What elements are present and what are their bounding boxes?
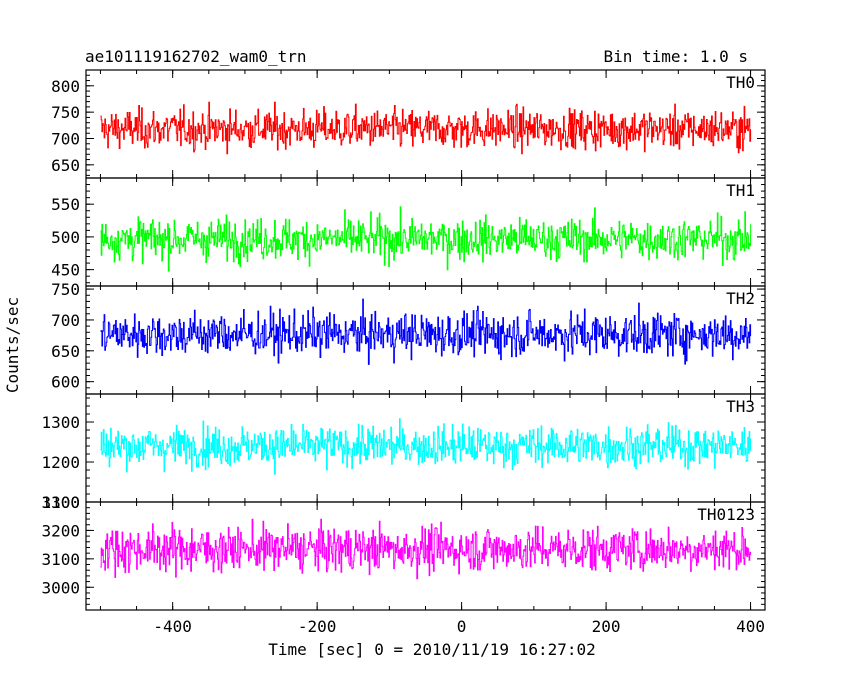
x-tick-label: 0 [457, 617, 467, 636]
y-tick-label: 1300 [41, 413, 80, 432]
x-tick-label: -400 [153, 617, 192, 636]
panel-th0: 650 700 750 800 TH0 [51, 69, 766, 179]
y-tick-label: 750 [51, 280, 80, 299]
panel-frame [85, 285, 766, 395]
series-line-th0123 [100, 518, 752, 580]
panel-label: TH1 [726, 181, 755, 200]
chart-title-left: ae101119162702_wam0_trn [85, 47, 307, 66]
x-axis: -400 -200 0 200 400 [153, 617, 765, 636]
panel-th1: 450 500 550 TH1 [51, 177, 766, 287]
panel-th0123: 3000 3100 3200 3300 TH0123 [41, 493, 766, 611]
y-tick-label: 450 [51, 261, 80, 280]
y-tick-label: 3000 [41, 578, 80, 597]
panel-label: TH3 [726, 397, 755, 416]
y-tick-label: 3200 [41, 521, 80, 540]
x-tick-label: 400 [736, 617, 765, 636]
y-tick-label: 650 [51, 342, 80, 361]
y-tick-label: 650 [51, 156, 80, 175]
series-line-th1 [100, 206, 752, 272]
panel-th3: 1100 1200 1300 TH3 [41, 393, 766, 512]
panel-label: TH0 [726, 73, 755, 92]
y-axis-label: Counts/sec [3, 297, 22, 393]
panel-frame [85, 393, 766, 503]
series-line-th2 [100, 298, 752, 365]
panel-label: TH0123 [697, 505, 755, 524]
y-tick-label: 3100 [41, 550, 80, 569]
panels-group: 650 700 750 800 TH0 450 500 550 TH1 600 650 700 750 T… [41, 69, 766, 611]
y-tick-label: 550 [51, 195, 80, 214]
y-tick-label: 1100 [41, 493, 80, 512]
y-tick-label: 600 [51, 373, 80, 392]
series-line-th3 [100, 418, 752, 475]
x-tick-label: -200 [298, 617, 337, 636]
x-axis-label: Time [sec] 0 = 2010/11/19 16:27:02 [268, 640, 596, 659]
y-tick-label: 700 [51, 129, 80, 148]
y-tick-label: 700 [51, 311, 80, 330]
panel-th2: 600 650 700 750 TH2 [51, 280, 766, 395]
x-tick-label: 200 [592, 617, 621, 636]
y-tick-label: 3300 [41, 493, 80, 512]
series-line-th0 [100, 101, 752, 155]
y-tick-label: 500 [51, 228, 80, 247]
chart-title-right: Bin time: 1.0 s [604, 47, 749, 66]
y-tick-label: 1200 [41, 453, 80, 472]
y-tick-label: 800 [51, 77, 80, 96]
y-tick-label: 750 [51, 103, 80, 122]
panel-label: TH2 [726, 289, 755, 308]
